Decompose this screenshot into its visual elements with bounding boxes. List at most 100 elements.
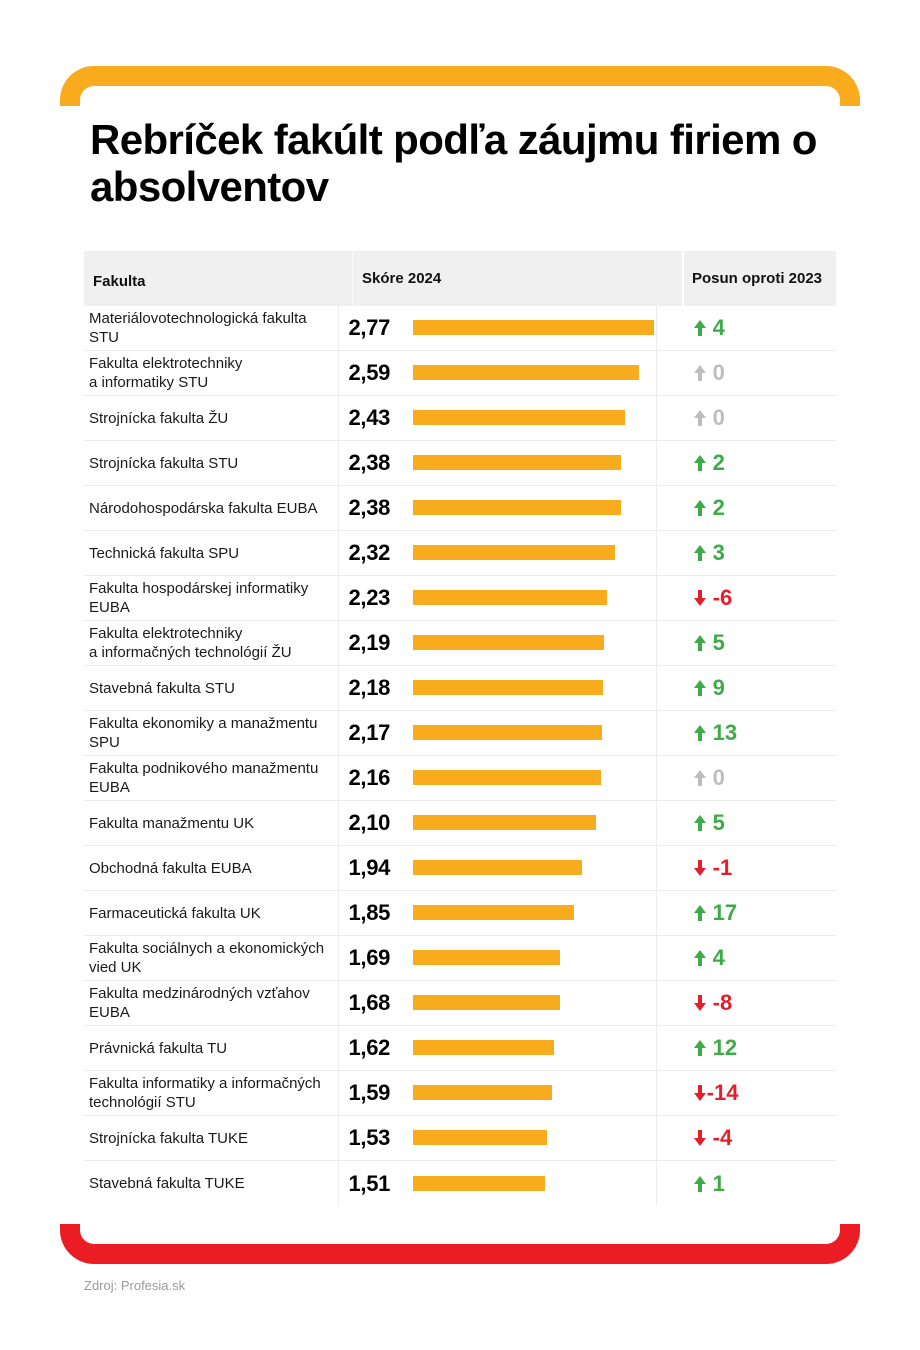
score-cell: 2,38	[338, 441, 655, 485]
score-cell: 2,43	[338, 396, 655, 440]
change-cell: 17	[655, 891, 836, 935]
faculty-name: Fakulta manažmentu UK	[84, 801, 338, 845]
score-cell: 2,32	[338, 531, 655, 575]
faculty-label: Fakulta sociálnych a ekonomických vied UK	[89, 940, 325, 976]
score-bar-track	[413, 770, 655, 786]
table-row: Fakulta manažmentu UK 2,10 5	[84, 801, 836, 846]
faculty-name: Právnická fakulta TU	[84, 1026, 338, 1070]
faculty-label: Národohospodárska fakulta EUBA	[89, 499, 318, 517]
score-value: 2,32	[348, 540, 391, 565]
change-value: 0	[712, 765, 725, 790]
score-value: 2,10	[348, 810, 391, 835]
score-value: 1,62	[348, 1035, 391, 1060]
score-cell: 1,51	[338, 1161, 655, 1206]
score-bar	[413, 860, 583, 875]
score-bar-track	[413, 1130, 655, 1146]
table-row: Fakulta sociálnych a ekonomických vied UK…	[84, 936, 836, 981]
faculty-name: Technická fakulta SPU	[84, 531, 338, 575]
score-value: 1,85	[348, 900, 391, 925]
arrow-down-icon	[693, 994, 707, 1012]
faculty-name: Fakulta elektrotechniky a informačných te…	[84, 621, 338, 665]
column-header-change: Posun oproti 2023	[682, 251, 836, 306]
faculty-label: Strojnícka fakulta TUKE	[89, 1129, 248, 1147]
score-value: 2,16	[348, 765, 391, 790]
faculty-name: Fakulta sociálnych a ekonomických vied UK	[84, 936, 338, 980]
faculty-name: Obchodná fakulta EUBA	[84, 846, 338, 890]
change-cell: 2	[655, 486, 836, 530]
table-header: Fakulta Skóre 2024 Posun oproti 2023	[84, 251, 836, 306]
faculty-name: Farmaceutická fakulta UK	[84, 891, 338, 935]
arrow-up-icon	[693, 634, 707, 652]
score-cell: 1,53	[338, 1116, 655, 1160]
arrow-down-icon	[693, 859, 707, 877]
score-bar	[413, 590, 608, 605]
table-row: Technická fakulta SPU 2,32 3	[84, 531, 836, 576]
table-row: Národohospodárska fakulta EUBA 2,38 2	[84, 486, 836, 531]
change-value: 0	[712, 360, 725, 385]
ranking-table: Fakulta Skóre 2024 Posun oproti 2023 Mat…	[84, 251, 836, 1206]
change-cell: 0	[655, 351, 836, 395]
score-bar	[413, 500, 621, 515]
score-bar-track	[413, 905, 655, 921]
score-bar	[413, 1040, 555, 1055]
change-value: -1	[712, 855, 733, 880]
change-value: -14	[706, 1080, 739, 1105]
score-bar	[413, 995, 560, 1010]
faculty-name: Fakulta medzinárodných vzťahov EUBA	[84, 981, 338, 1025]
change-cell: 12	[655, 1026, 836, 1070]
change-cell: 13	[655, 711, 836, 755]
score-cell: 2,23	[338, 576, 655, 620]
change-value: 3	[712, 540, 725, 565]
change-cell: 0	[655, 756, 836, 800]
change-value: 5	[712, 810, 725, 835]
frame-bottom-accent	[60, 1224, 860, 1264]
score-bar	[413, 320, 655, 335]
table-row: Strojnícka fakulta STU 2,38 2	[84, 441, 836, 486]
score-cell: 2,19	[338, 621, 655, 665]
table-row: Stavebná fakulta TUKE 1,51 1	[84, 1161, 836, 1206]
table-row: Fakulta medzinárodných vzťahov EUBA 1,68 -8	[84, 981, 836, 1026]
change-value: -4	[712, 1125, 733, 1150]
arrow-down-icon	[693, 1129, 707, 1147]
score-value: 2,38	[348, 495, 391, 520]
score-bar-track	[413, 680, 655, 696]
faculty-name: Fakulta elektrotechniky a informatiky STU	[84, 351, 338, 395]
faculty-name: Strojnícka fakulta ŽU	[84, 396, 338, 440]
faculty-label: Stavebná fakulta STU	[89, 679, 235, 697]
faculty-label: Farmaceutická fakulta UK	[89, 904, 261, 922]
faculty-name: Strojnícka fakulta TUKE	[84, 1116, 338, 1160]
change-value: -8	[712, 990, 733, 1015]
faculty-label: Technická fakulta SPU	[89, 544, 240, 562]
change-cell: 3	[655, 531, 836, 575]
change-cell: 4	[655, 936, 836, 980]
score-value: 2,23	[348, 585, 391, 610]
score-bar	[413, 545, 616, 560]
arrow-up-icon	[693, 724, 707, 742]
change-value: 4	[712, 945, 725, 970]
score-bar	[413, 905, 575, 920]
faculty-name: Fakulta podnikového manažmentu EUBA	[84, 756, 338, 800]
score-value: 1,53	[348, 1125, 391, 1150]
change-cell: -6	[655, 576, 836, 620]
table-row: Materiálovotechnologická fakulta STU 2,77 4	[84, 306, 836, 351]
score-bar-track	[413, 1175, 655, 1192]
score-bar-track	[413, 995, 655, 1011]
arrow-up-icon	[693, 364, 707, 382]
change-value: 9	[712, 675, 725, 700]
score-bar	[413, 1130, 547, 1145]
source-note: Zdroj: Profesia.sk	[84, 1278, 186, 1293]
change-cell: -14	[655, 1071, 836, 1115]
score-bar	[413, 770, 602, 785]
change-value: 5	[712, 630, 725, 655]
score-cell: 1,62	[338, 1026, 655, 1070]
change-cell: 2	[655, 441, 836, 485]
table-row: Fakulta elektrotechniky a informatiky STU…	[84, 351, 836, 396]
change-cell: -4	[655, 1116, 836, 1160]
table-row: Strojnícka fakulta ŽU 2,43 0	[84, 396, 836, 441]
score-bar-track	[413, 1085, 655, 1101]
score-cell: 1,59	[338, 1071, 655, 1115]
score-bar-track	[413, 455, 655, 471]
change-value: 0	[712, 405, 725, 430]
faculty-name: Fakulta ekonomiky a manažmentu SPU	[84, 711, 338, 755]
score-cell: 2,77	[338, 306, 655, 350]
